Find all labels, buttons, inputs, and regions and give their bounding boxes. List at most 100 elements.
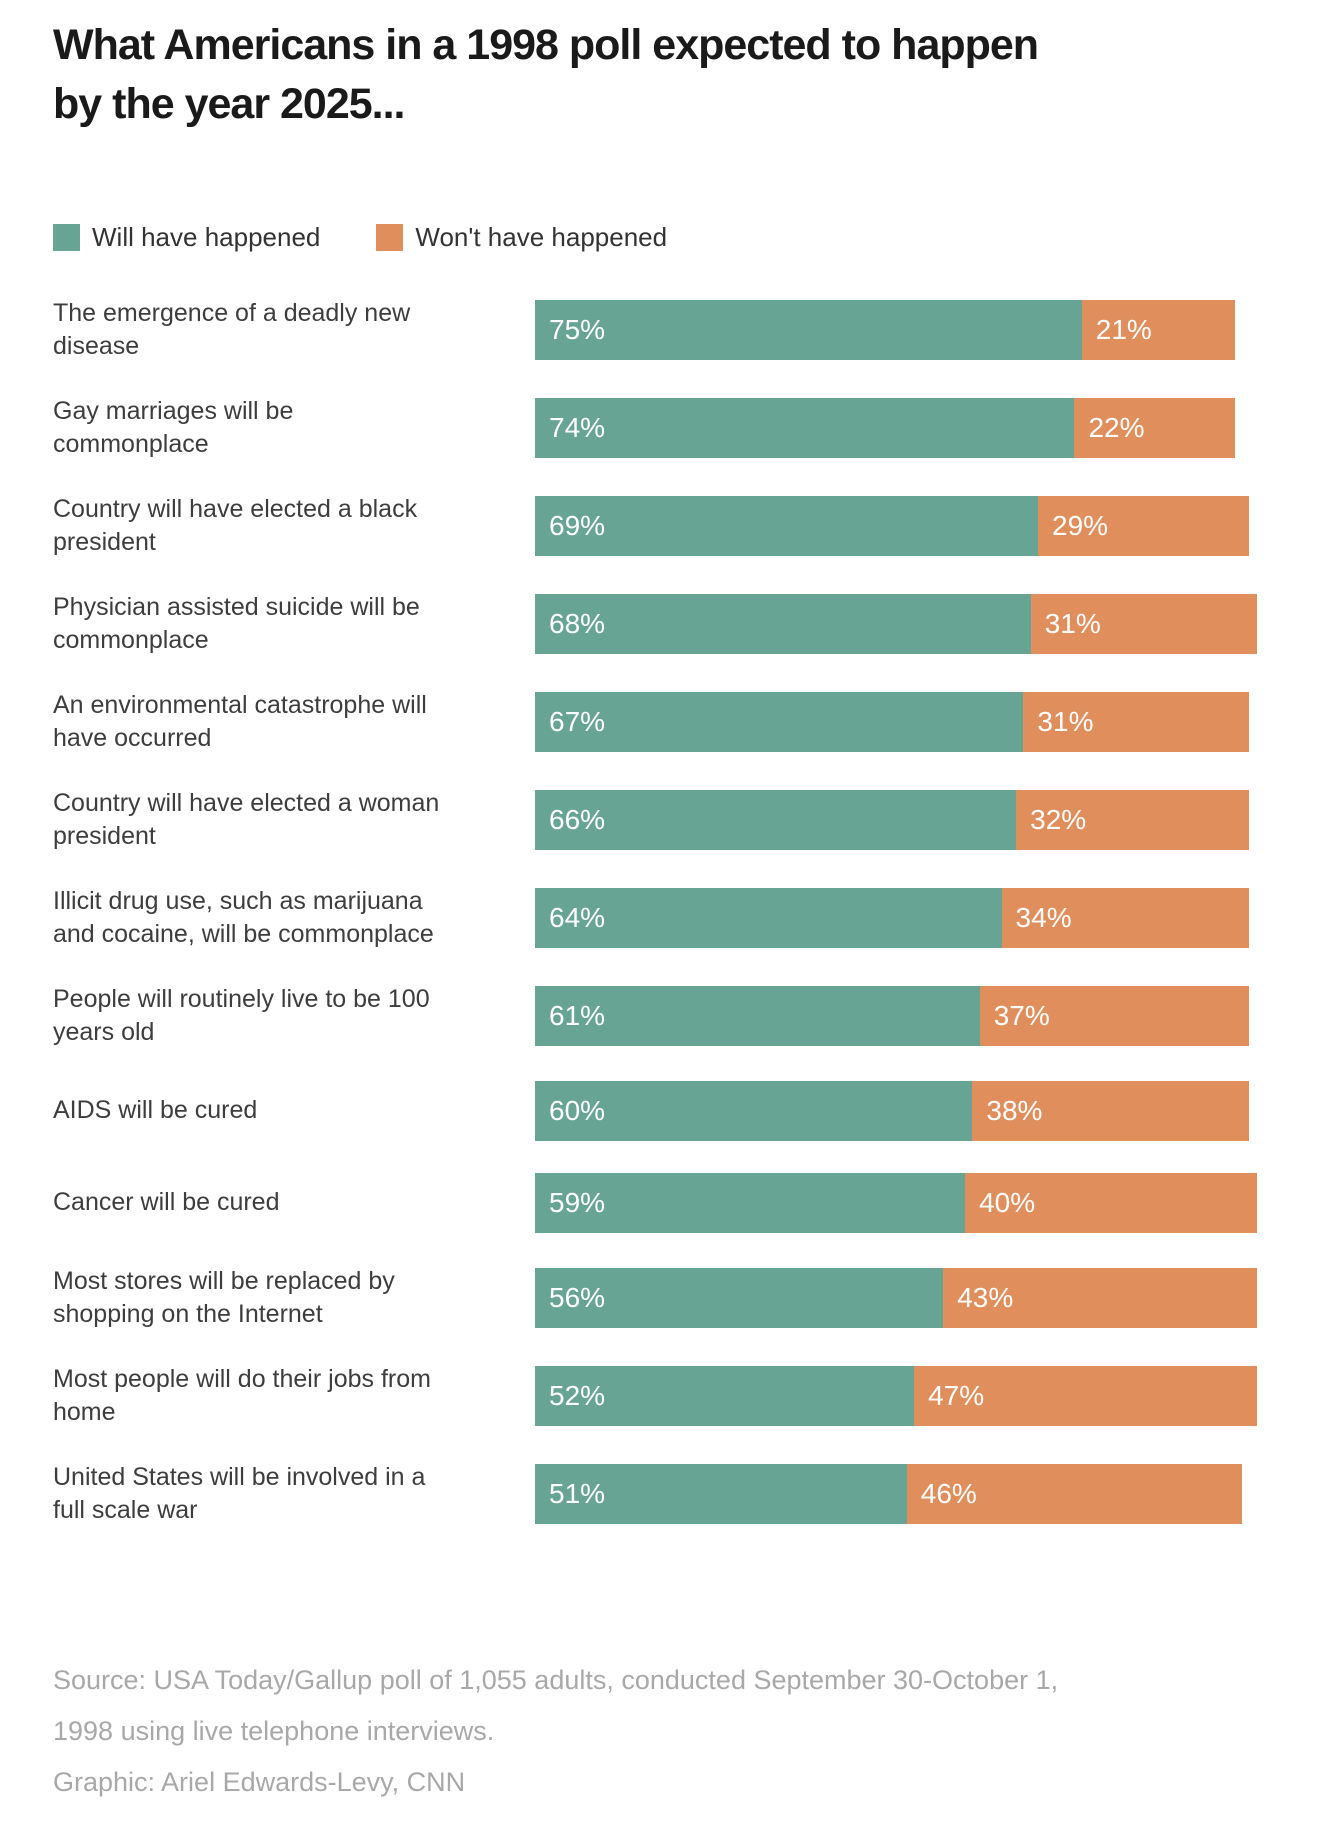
chart-row: Most people will do their jobs from home… — [53, 1363, 1264, 1429]
bar-value-label: 69% — [549, 509, 606, 541]
bar-track: 67% 31% — [535, 691, 1264, 752]
category-label: Country will have elected a woman presid… — [53, 788, 440, 850]
category-label: The emergence of a deadly new disease — [53, 298, 411, 360]
chart-row: United States will be involved in a full… — [53, 1461, 1264, 1527]
bar-segment-will-have-happened: 60% — [535, 1080, 973, 1141]
chart-row: Country will have elected a black presid… — [53, 493, 1264, 559]
legend-label: Will have happened — [92, 221, 321, 252]
chart-row: AIDS will be cured 60% 38% — [53, 1080, 1264, 1141]
category-label: Country will have elected a black presid… — [53, 494, 418, 556]
bar-segment-will-have-happened: 56% — [535, 1267, 944, 1328]
bar-segment-will-have-happened: 75% — [535, 299, 1082, 360]
legend-label: Won't have happened — [415, 221, 668, 252]
chart-row: People will routinely live to be 100 yea… — [53, 983, 1264, 1049]
bar-segment-wont-have-happened: 31% — [1023, 691, 1250, 752]
bar-segment-will-have-happened: 64% — [535, 887, 1002, 948]
legend: Will have happened Won't have happened — [53, 222, 1264, 253]
category-label: Most stores will be replaced by shopping… — [53, 1266, 395, 1328]
chart-row: Country will have elected a woman presid… — [53, 787, 1264, 853]
bar-value-label: 22% — [1088, 411, 1145, 443]
category-label: People will routinely live to be 100 yea… — [53, 984, 430, 1046]
bar-value-label: 67% — [549, 705, 606, 737]
bar-track: 59% 40% — [535, 1172, 1264, 1233]
bar-segment-wont-have-happened: 38% — [972, 1080, 1250, 1141]
chart-row: Illicit drug use, such as marijuana and … — [53, 885, 1264, 951]
bar-segment-will-have-happened: 67% — [535, 691, 1024, 752]
bar-value-label: 61% — [549, 999, 606, 1031]
bar-track: 52% 47% — [535, 1365, 1264, 1426]
chart-row: Physician assisted suicide will be commo… — [53, 591, 1264, 657]
category-label: Physician assisted suicide will be commo… — [53, 592, 420, 654]
bar-value-label: 60% — [549, 1094, 606, 1126]
bar-segment-will-have-happened: 74% — [535, 397, 1075, 458]
bar-track: 64% 34% — [535, 887, 1264, 948]
bar-value-label: 56% — [549, 1281, 606, 1313]
bar-value-label: 51% — [549, 1477, 606, 1509]
bar-track: 56% 43% — [535, 1267, 1264, 1328]
bar-value-label: 21% — [1095, 313, 1152, 345]
category-label: Cancer will be cured — [53, 1188, 280, 1217]
bar-value-label: 40% — [979, 1186, 1036, 1218]
category-label: AIDS will be cured — [53, 1096, 258, 1125]
poll-chart-page: What Americans in a 1998 poll expected t… — [53, 21, 1264, 1808]
bar-segment-will-have-happened: 61% — [535, 985, 980, 1046]
bar-value-label: 32% — [1030, 803, 1087, 835]
bar-segment-wont-have-happened: 32% — [1016, 789, 1250, 850]
category-label: An environmental catastrophe will have o… — [53, 690, 427, 752]
bar-value-label: 47% — [928, 1379, 985, 1411]
bar-segment-will-have-happened: 51% — [535, 1463, 907, 1524]
chart-row: The emergence of a deadly new disease 75%… — [53, 297, 1264, 363]
chart-row: Cancer will be cured 59% 40% — [53, 1172, 1264, 1233]
chart-row: An environmental catastrophe will have o… — [53, 689, 1264, 755]
legend-item-will-have-happened: Will have happened — [53, 222, 320, 253]
legend-item-wont-have-happened: Won't have happened — [376, 222, 667, 253]
bar-value-label: 59% — [549, 1186, 606, 1218]
bar-value-label: 64% — [549, 901, 606, 933]
category-label: Illicit drug use, such as marijuana and … — [53, 886, 434, 948]
legend-swatch-orange-icon — [376, 223, 404, 251]
bar-segment-wont-have-happened: 21% — [1081, 299, 1235, 360]
bar-track: 61% 37% — [535, 985, 1264, 1046]
chart-title: What Americans in a 1998 poll expected t… — [53, 21, 1039, 128]
bar-segment-wont-have-happened: 40% — [965, 1172, 1257, 1233]
bar-track: 75% 21% — [535, 299, 1264, 360]
bar-value-label: 31% — [1037, 705, 1094, 737]
legend-swatch-teal-icon — [53, 223, 80, 251]
source-note: Source: USA Today/Gallup poll of 1,055 a… — [53, 1664, 1059, 1746]
bar-segment-wont-have-happened: 37% — [979, 985, 1250, 1046]
bar-value-label: 46% — [920, 1477, 977, 1509]
bar-value-label: 43% — [957, 1281, 1014, 1313]
bar-value-label: 74% — [549, 411, 606, 443]
bar-segment-wont-have-happened: 29% — [1038, 495, 1250, 556]
category-label: Most people will do their jobs from home — [53, 1364, 431, 1426]
bar-segment-will-have-happened: 52% — [535, 1365, 915, 1426]
footer: Source: USA Today/Gallup poll of 1,055 a… — [53, 1655, 1123, 1808]
bar-segment-wont-have-happened: 47% — [914, 1365, 1257, 1426]
bar-value-label: 37% — [993, 999, 1050, 1031]
bar-track: 69% 29% — [535, 495, 1264, 556]
bar-segment-will-have-happened: 68% — [535, 593, 1031, 654]
bar-value-label: 52% — [549, 1379, 606, 1411]
chart-row: Most stores will be replaced by shopping… — [53, 1265, 1264, 1331]
bar-track: 60% 38% — [535, 1080, 1264, 1141]
bar-value-label: 38% — [986, 1094, 1043, 1126]
bar-track: 68% 31% — [535, 593, 1264, 654]
bar-segment-wont-have-happened: 46% — [906, 1463, 1243, 1524]
bar-segment-wont-have-happened: 43% — [943, 1267, 1257, 1328]
bar-segment-wont-have-happened: 22% — [1074, 397, 1235, 458]
category-label: Gay marriages will be commonplace — [53, 396, 294, 458]
bar-segment-will-have-happened: 66% — [535, 789, 1017, 850]
category-label: United States will be involved in a full… — [53, 1462, 426, 1524]
bar-value-label: 31% — [1044, 607, 1101, 639]
stacked-bar-chart: The emergence of a deadly new disease 75%… — [53, 297, 1264, 1527]
bar-track: 66% 32% — [535, 789, 1264, 850]
bar-value-label: 29% — [1052, 509, 1109, 541]
bar-value-label: 68% — [549, 607, 606, 639]
bar-value-label: 66% — [549, 803, 606, 835]
bar-segment-will-have-happened: 69% — [535, 495, 1038, 556]
bar-track: 74% 22% — [535, 397, 1264, 458]
chart-row: Gay marriages will be commonplace 74% 22% — [53, 395, 1264, 461]
bar-segment-wont-have-happened: 34% — [1001, 887, 1250, 948]
bar-segment-wont-have-happened: 31% — [1030, 593, 1257, 654]
bar-value-label: 75% — [549, 313, 606, 345]
